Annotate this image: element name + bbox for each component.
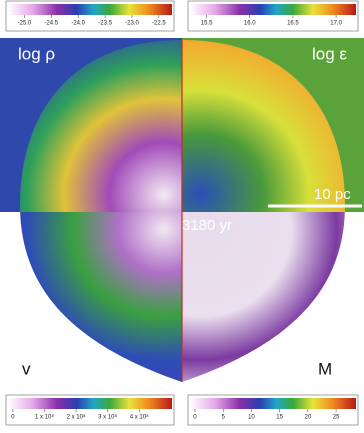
colorbar-tick-label: 17.0 — [330, 21, 342, 27]
colorbar-tick-label: 1 x 10⁸ — [35, 414, 54, 421]
colorbar-tick-label: -24.5 — [44, 21, 58, 27]
colorbar-tick-label: 0 — [11, 415, 15, 421]
time-label: 3180 yr — [182, 217, 232, 234]
scale-bar-label: 10 pc — [314, 186, 351, 203]
colorbar-tick-label: 16.0 — [244, 21, 256, 27]
panel-label: log ρ — [18, 44, 55, 63]
colorbar-tick-label: -24.0 — [71, 21, 85, 27]
colorbar — [190, 4, 356, 15]
colorbar — [8, 398, 172, 409]
colorbar-tick-label: 5 — [222, 415, 226, 421]
colorbar-tick-label: 3 x 10⁸ — [98, 414, 117, 421]
colorbar-tick-label: -23.0 — [125, 21, 139, 27]
panel-label: M — [318, 359, 332, 378]
colorbar-tick-label: -23.5 — [98, 21, 112, 27]
colorbar-tick-label: 10 — [248, 415, 255, 421]
colorbar-tick-label: 16.5 — [287, 21, 299, 27]
colorbar-tick-label: 0 — [193, 415, 197, 421]
colorbar-tick-label: 2 x 10⁸ — [67, 414, 86, 421]
colorbar-tick-label: 15 — [276, 415, 283, 421]
colorbar — [190, 398, 356, 409]
panel-label: v — [22, 359, 31, 378]
colorbar-tick-label: 25 — [333, 415, 340, 421]
colorbar — [8, 4, 172, 15]
colorbar-tick-label: -22.5 — [152, 21, 166, 27]
colorbar-tick-label: 4 x 10⁸ — [130, 414, 149, 421]
colorbar-tick-label: -25.0 — [18, 21, 32, 27]
colorbar-tick-label: 15.5 — [201, 21, 213, 27]
panel-label: log ε — [312, 44, 347, 63]
colorbar-tick-label: 20 — [305, 415, 312, 421]
